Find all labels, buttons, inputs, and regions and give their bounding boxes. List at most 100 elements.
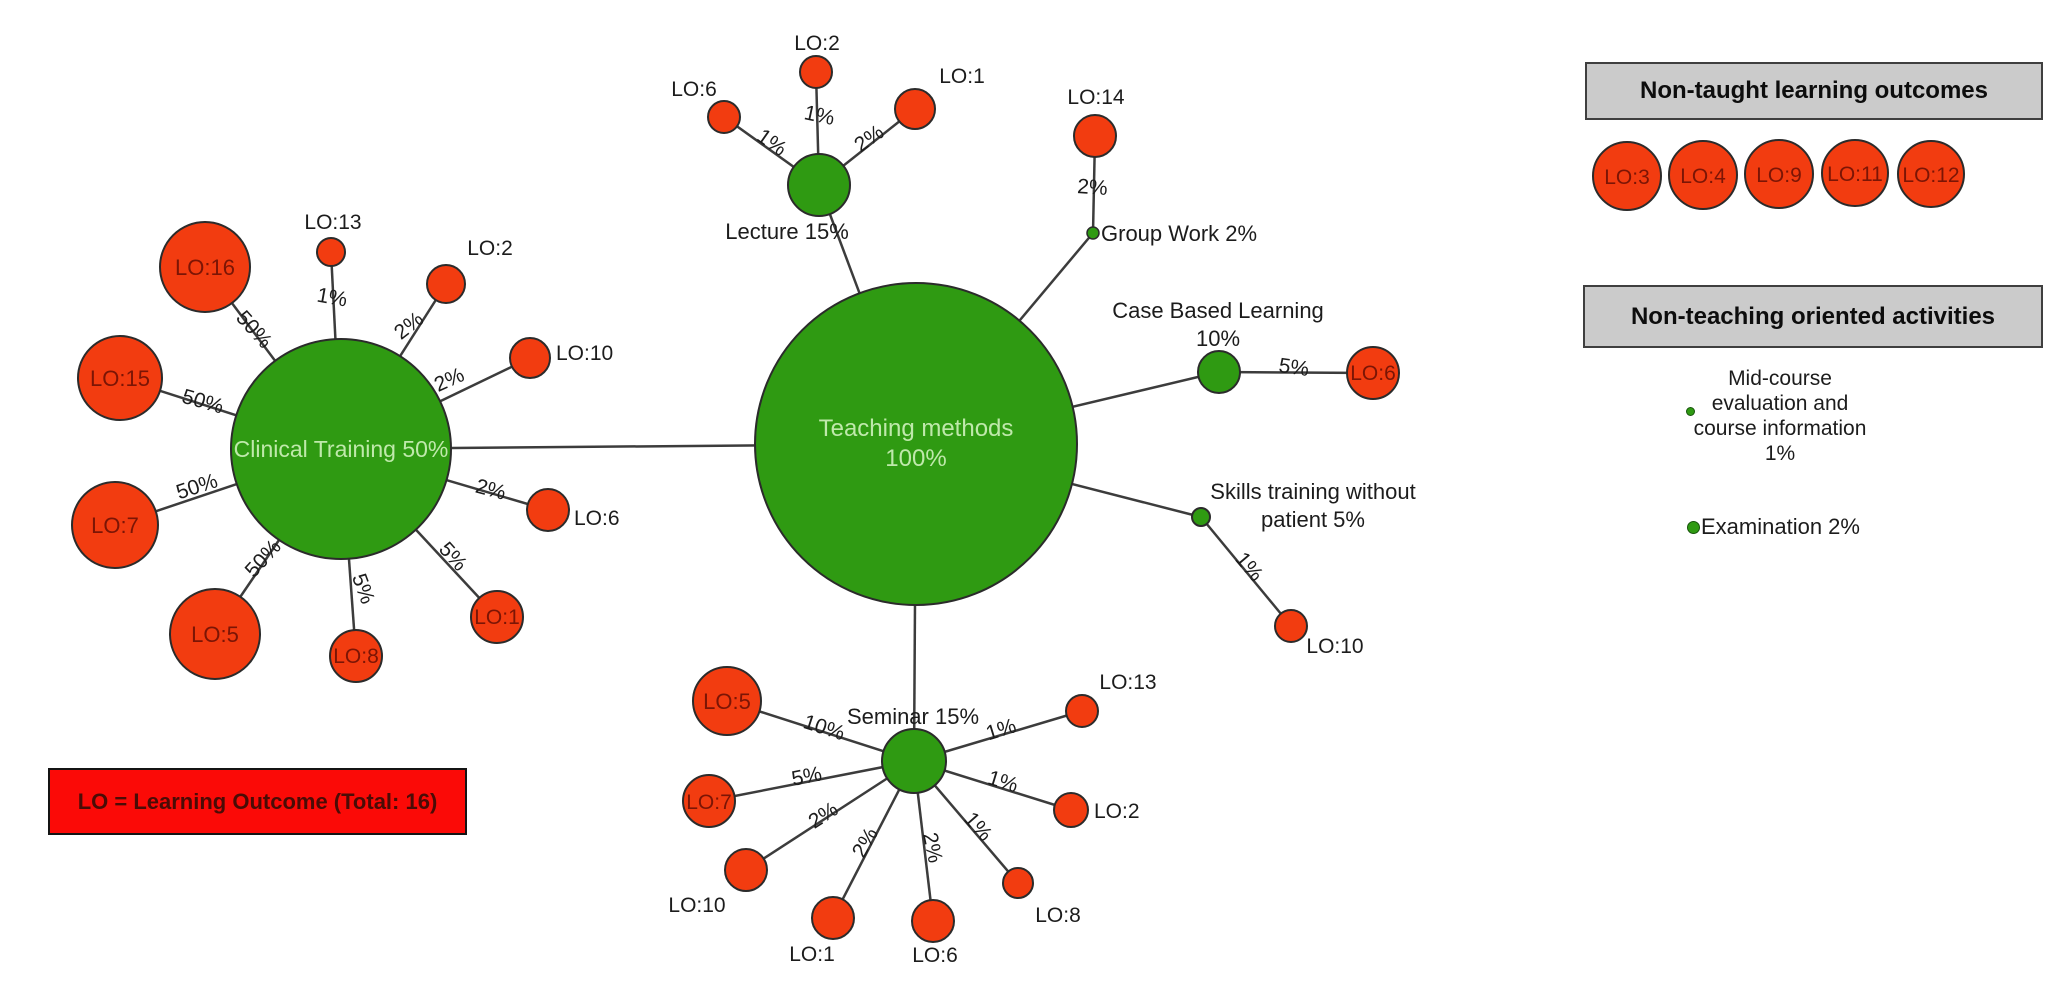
node-label-lo7: LO:7 — [91, 513, 139, 538]
edge-label-clinical-c_lo13: 1% — [315, 284, 349, 312]
node-sk_lo10 — [1274, 609, 1308, 643]
node-label-c_lo6: LO:6 — [574, 507, 620, 530]
node-c_lo5 — [169, 588, 261, 680]
node-c_lo13 — [316, 237, 346, 267]
edge-label-lecture-l_lo2: 1% — [802, 101, 836, 130]
examination-label: Examination 2% — [1701, 514, 1860, 539]
node-seminar — [881, 728, 947, 794]
edge-label-clinical-c_lo6: 2% — [473, 475, 508, 505]
node-label-s_lo7: LO:7 — [686, 791, 732, 814]
edge-label-seminar-s_lo2: 1% — [985, 766, 1021, 797]
node-groupdot — [1086, 226, 1100, 240]
edge-label-lecture-l_lo1: 2% — [850, 121, 888, 157]
node-s_lo2 — [1053, 792, 1089, 828]
edge-seminar-s_lo7 — [708, 759, 915, 803]
node-c_lo10 — [509, 337, 551, 379]
node-label-lo14: LO:14 — [1067, 86, 1125, 109]
node-s_lo6 — [911, 899, 955, 943]
node-label-l_lo6: LO:6 — [671, 78, 717, 101]
edge-label-clinical-c_lo1: 5% — [434, 538, 471, 576]
node-l_lo6 — [707, 100, 741, 134]
node-label-s_lo1: LO:1 — [789, 943, 835, 966]
node-lo7 — [71, 481, 159, 569]
node-label-c_lo2: LO:2 — [467, 237, 513, 260]
edge-label-clinical-lo7: 50% — [173, 469, 220, 504]
node-label-s_lo5: LO:5 — [703, 689, 751, 714]
node-cbl — [1197, 350, 1241, 394]
node-rp_lo12 — [1897, 140, 1965, 208]
non-teaching-title: Non-teaching oriented activities — [1630, 302, 1996, 330]
node-label-central: Teaching methods 100% — [819, 415, 1014, 472]
non-teaching-header: Non-teaching oriented activities — [1583, 285, 2043, 348]
edge-label-clinical-lo15: 50% — [179, 385, 226, 419]
node-label-cbl: Case Based Learning 10% — [1112, 298, 1324, 351]
edge-label-cbl-cbl_lo6: 5% — [1277, 354, 1310, 381]
node-label-rp_lo4: LO:4 — [1680, 165, 1726, 188]
edge-label-lecture-l_lo6: 1% — [753, 125, 791, 161]
node-label-s_lo8: LO:8 — [1035, 904, 1081, 927]
node-label-lo15: LO:15 — [90, 366, 150, 391]
node-label-sk_lo10: LO:10 — [1306, 635, 1363, 658]
node-label-l_lo2: LO:2 — [794, 32, 840, 55]
edge-label-seminar-s_lo7: 5% — [790, 762, 824, 790]
node-s_lo10 — [724, 848, 768, 892]
node-label-s_lo6: LO:6 — [912, 944, 958, 967]
node-label-rp_lo9: LO:9 — [1756, 164, 1802, 187]
node-rp_lo3 — [1592, 141, 1662, 211]
node-label-s_lo13: LO:13 — [1099, 671, 1156, 694]
node-label-rp_lo12: LO:12 — [1902, 164, 1959, 187]
edge-seminar-s_lo10 — [745, 759, 915, 872]
node-label-lo16: LO:16 — [175, 255, 235, 280]
node-central — [754, 282, 1078, 606]
node-l_lo2 — [799, 55, 833, 89]
node-s_lo7 — [682, 774, 736, 828]
node-clinical — [230, 338, 452, 560]
non-taught-header: Non-taught learning outcomes — [1585, 62, 2043, 120]
node-label-c_lo1: LO:1 — [474, 606, 520, 629]
node-lecture — [787, 153, 851, 217]
node-c_lo6 — [526, 488, 570, 532]
node-label-rp_lo3: LO:3 — [1604, 166, 1650, 189]
node-lo16 — [159, 221, 251, 313]
edge-label-skillsdot-sk_lo10: 1% — [1230, 548, 1267, 586]
node-lo15 — [77, 335, 163, 421]
legend-text: LO = Learning Outcome (Total: 16) — [77, 788, 438, 814]
non-taught-title: Non-taught learning outcomes — [1640, 77, 1988, 104]
edge-skillsdot-sk_lo10 — [1200, 516, 1292, 627]
node-s_lo1 — [811, 896, 855, 940]
edge-label-seminar-s_lo6: 2% — [918, 830, 947, 864]
node-label-c_lo5: LO:5 — [191, 622, 239, 647]
node-label-groupdot: Group Work 2% — [1101, 221, 1257, 246]
node-label-c_lo8: LO:8 — [333, 645, 379, 668]
edge-label-seminar-s_lo13: 1% — [983, 714, 1019, 745]
node-l_lo1 — [894, 88, 936, 130]
legend-abbreviation-box: LO = Learning Outcome (Total: 16) — [48, 768, 467, 835]
edge-label-clinical-c_lo5: 50% — [241, 535, 286, 582]
node-rp_lo4 — [1668, 140, 1738, 210]
node-label-s_lo2: LO:2 — [1094, 800, 1140, 823]
edge-label-seminar-s_lo5: 10% — [800, 710, 847, 745]
node-label-clinical: Clinical Training 50% — [234, 436, 449, 462]
edge-label-seminar-s_lo8: 1% — [959, 808, 996, 846]
node-skillsdot — [1191, 507, 1211, 527]
node-c_lo1 — [470, 590, 524, 644]
node-label-c_lo13: LO:13 — [304, 211, 361, 234]
node-s_lo13 — [1065, 694, 1099, 728]
node-c_lo2 — [426, 264, 466, 304]
node-s_lo8 — [1002, 867, 1034, 899]
midcourse-dot-icon — [1686, 407, 1695, 416]
node-label-s_lo10: LO:10 — [668, 894, 725, 917]
node-label-l_lo1: LO:1 — [939, 65, 985, 88]
node-label-seminar: Seminar 15% — [847, 704, 979, 729]
node-s_lo5 — [692, 666, 762, 736]
edge-label-clinical-c_lo2: 2% — [390, 307, 428, 344]
node-label-rp_lo11: LO:11 — [1827, 163, 1883, 186]
edge-label-groupdot-lo14: 2% — [1077, 175, 1109, 200]
node-rp_lo9 — [1744, 139, 1814, 209]
examination-item: Examination 2% — [1687, 514, 1860, 540]
node-label-c_lo10: LO:10 — [556, 342, 613, 365]
node-rp_lo11 — [1821, 139, 1889, 207]
node-label-skillsdot: Skills training without patient 5% — [1210, 479, 1415, 532]
